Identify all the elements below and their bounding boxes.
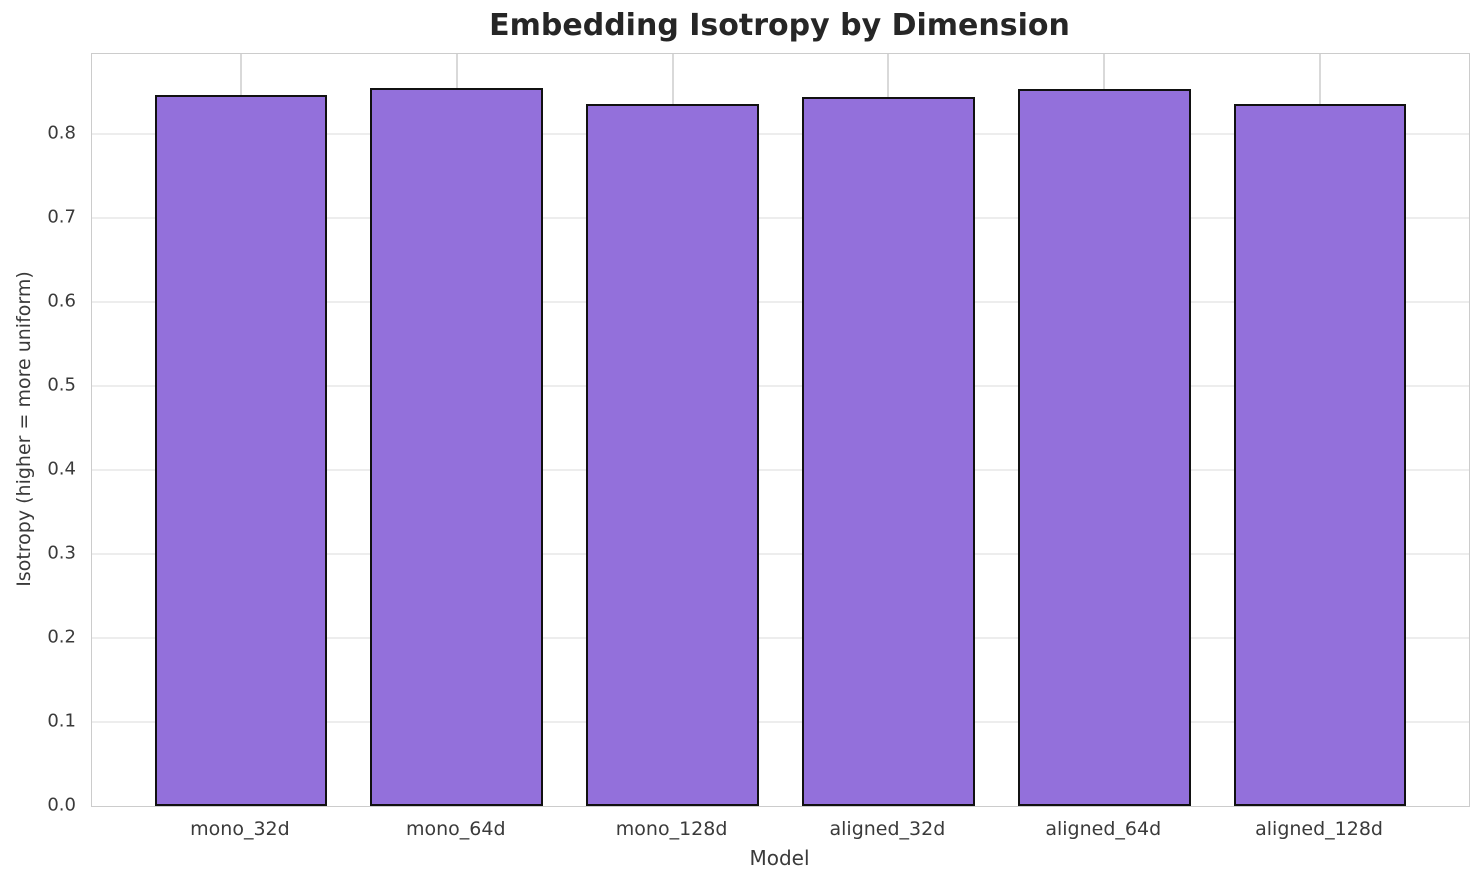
y-tick-label: 0.7 [47, 206, 76, 228]
y-tick-label: 0.5 [47, 374, 76, 396]
y-tick-label: 0.6 [47, 290, 76, 312]
h-gridline [92, 636, 1469, 639]
x-axis-label: Model [749, 846, 810, 870]
h-gridline [92, 468, 1469, 471]
x-tick-label: aligned_128d [1255, 818, 1384, 840]
y-tick-label: 0.8 [47, 122, 76, 144]
bar-aligned_32d [802, 96, 975, 806]
bar-mono_128d [586, 103, 759, 806]
h-gridline [92, 552, 1469, 555]
h-gridline [92, 720, 1469, 723]
x-tick-label: aligned_32d [829, 818, 946, 840]
bar-mono_32d [154, 95, 328, 806]
y-tick-label: 0.4 [47, 458, 76, 480]
h-gridline [92, 300, 1469, 303]
chart-title: Embedding Isotropy by Dimension [489, 8, 1070, 43]
y-tick-label: 0.3 [47, 542, 76, 564]
y-axis-label: Isotropy (higher = more uniform) [13, 271, 35, 587]
h-gridline [92, 216, 1469, 219]
y-tick-label: 0.0 [47, 794, 76, 816]
x-tick-label: mono_32d [190, 818, 290, 840]
plot-area [91, 53, 1470, 807]
x-tick-label: mono_64d [405, 818, 506, 840]
h-gridline [92, 132, 1469, 135]
h-gridline [92, 384, 1469, 387]
y-tick-label: 0.2 [47, 626, 76, 648]
bar-mono_64d [370, 87, 544, 806]
bar-aligned_128d [1233, 104, 1407, 806]
x-tick-label: aligned_64d [1045, 818, 1162, 840]
y-tick-label: 0.1 [47, 710, 76, 732]
bar-aligned_64d [1017, 89, 1191, 806]
x-tick-label: mono_128d [615, 818, 728, 840]
